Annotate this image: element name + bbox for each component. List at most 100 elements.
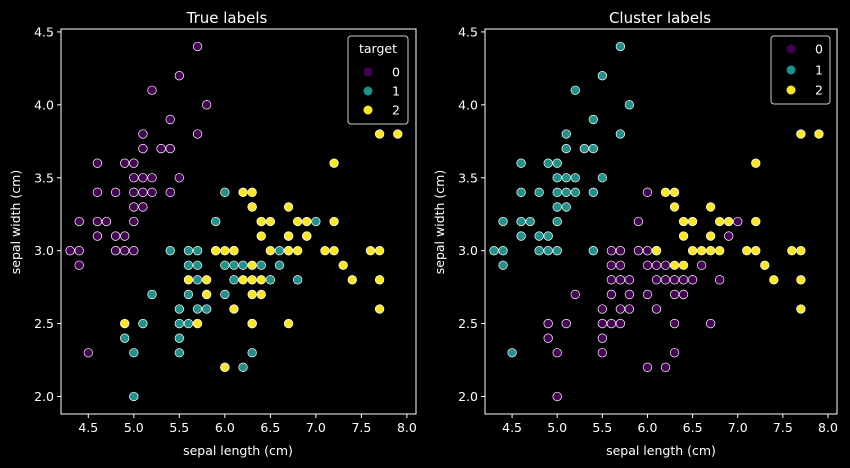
scatter-point-class-2 — [120, 318, 130, 329]
scatter-point-class-0 — [597, 318, 607, 329]
scatter-point-class-0 — [110, 231, 121, 241]
scatter-point-class-2 — [320, 246, 330, 256]
scatter-point-class-2 — [669, 260, 680, 270]
scatter-point-class-0 — [733, 216, 743, 227]
scatter-point-class-2 — [247, 202, 257, 212]
scatter-point-class-0 — [147, 173, 157, 183]
scatter-point-class-2 — [678, 231, 689, 241]
scatter-point-class-2 — [192, 318, 203, 329]
scatter-point-class-0 — [92, 187, 103, 197]
scatter-point-class-0 — [129, 158, 139, 168]
scatter-point-class-2 — [256, 231, 266, 241]
y-tick-label: 4.0 — [34, 97, 54, 112]
scatter-point-class-0 — [724, 231, 734, 241]
scatter-point-class-0 — [606, 275, 617, 285]
scatter-point-class-1 — [570, 85, 580, 95]
scatter-point-class-2 — [201, 275, 212, 285]
x-tick-label: 7.5 — [351, 420, 371, 435]
x-tick-label: 8.0 — [818, 420, 838, 435]
scatter-point-class-1 — [624, 100, 635, 110]
scatter-point-class-1 — [588, 187, 598, 197]
scatter-point-class-0 — [669, 348, 680, 358]
x-tick-label: 4.5 — [502, 420, 522, 435]
scatter-point-class-2 — [760, 260, 770, 270]
scatter-point-class-2 — [302, 231, 312, 241]
legend-marker-1 — [786, 65, 796, 75]
scatter-point-class-1 — [489, 246, 499, 256]
scatter-point-class-0 — [543, 333, 553, 343]
scatter-point-class-1 — [129, 348, 139, 358]
scatter-point-class-0 — [633, 216, 644, 227]
scatter-point-class-0 — [192, 41, 203, 52]
scatter-point-class-2 — [669, 187, 680, 197]
legend-label-1: 1 — [815, 63, 823, 78]
scatter-point-class-1 — [220, 289, 230, 300]
scatter-point-class-2 — [705, 246, 716, 256]
scatter-point-class-0 — [174, 173, 184, 183]
scatter-point-class-1 — [552, 216, 562, 227]
scatter-point-class-0 — [606, 246, 617, 256]
scatter-point-class-1 — [192, 304, 203, 314]
scatter-point-class-2 — [247, 275, 257, 285]
scatter-point-class-2 — [247, 187, 257, 197]
scatter-point-class-1 — [211, 216, 221, 227]
scatter-point-class-0 — [165, 143, 175, 154]
scatter-point-class-1 — [120, 333, 130, 343]
scatter-point-class-0 — [552, 348, 562, 358]
x-tick-label: 4.5 — [78, 420, 98, 435]
scatter-point-class-0 — [92, 216, 103, 227]
scatter-point-class-1 — [516, 231, 526, 241]
scatter-point-class-1 — [192, 246, 203, 256]
scatter-point-class-2 — [220, 362, 230, 372]
scatter-point-class-0 — [615, 260, 626, 270]
scatter-point-class-1 — [220, 187, 230, 197]
chart-cluster-labels: Cluster labels 4.5 5.0 5.5 6.0 6.5 7.0 7.5 8.0 … — [432, 9, 838, 458]
legend-label-0: 0 — [815, 42, 823, 57]
scatter-point-class-2 — [293, 216, 303, 227]
x-axis-label: sepal length (cm) — [183, 443, 293, 458]
scatter-point-class-1 — [597, 173, 607, 183]
scatter-point-class-2 — [374, 129, 385, 139]
scatter-point-class-2 — [374, 304, 385, 314]
scatter-point-class-1 — [615, 41, 626, 52]
scatter-point-class-0 — [192, 129, 203, 139]
scatter-point-class-2 — [220, 246, 230, 256]
x-ticks: 4.5 5.0 5.5 6.0 6.5 7.0 7.5 8.0 — [502, 414, 838, 435]
x-tick-label: 6.5 — [260, 420, 280, 435]
y-tick-label: 4.5 — [458, 24, 478, 39]
scatter-point-class-1 — [561, 173, 571, 183]
scatter-point-class-0 — [101, 216, 112, 227]
scatter-point-class-2 — [678, 260, 689, 270]
scatter-point-class-1 — [192, 275, 203, 285]
scatter-point-class-0 — [597, 333, 607, 343]
scatter-point-class-0 — [615, 246, 626, 256]
scatter-point-class-1 — [615, 129, 626, 139]
scatter-point-class-2 — [769, 275, 779, 285]
scatter-point-class-2 — [283, 202, 294, 212]
scatter-point-class-1 — [525, 216, 535, 227]
scatter-point-class-1 — [174, 348, 184, 358]
legend-marker-0 — [363, 67, 373, 77]
legend-box — [770, 35, 831, 105]
scatter-point-class-1 — [534, 187, 544, 197]
x-tick-label: 6.5 — [683, 420, 703, 435]
scatter-point-class-1 — [579, 143, 589, 154]
scatter-point-class-0 — [129, 173, 139, 183]
scatter-point-class-1 — [543, 246, 553, 256]
scatter-point-class-0 — [597, 348, 607, 358]
scatter-point-class-1 — [552, 246, 562, 256]
x-tick-label: 7.0 — [728, 420, 748, 435]
scatter-point-class-0 — [624, 275, 635, 285]
scatter-point-class-0 — [165, 187, 175, 197]
scatter-point-class-0 — [615, 318, 626, 329]
scatter-point-class-1 — [561, 187, 571, 197]
scatter-point-class-1 — [498, 260, 508, 270]
scatter-point-class-2 — [256, 289, 266, 300]
scatter-point-class-0 — [606, 289, 617, 300]
scatter-point-class-0 — [110, 187, 121, 197]
scatter-point-class-2 — [283, 231, 294, 241]
scatter-point-class-0 — [642, 362, 653, 372]
scatter-point-class-2 — [238, 187, 248, 197]
scatter-point-class-0 — [660, 362, 671, 372]
scatter-point-class-1 — [561, 129, 571, 139]
